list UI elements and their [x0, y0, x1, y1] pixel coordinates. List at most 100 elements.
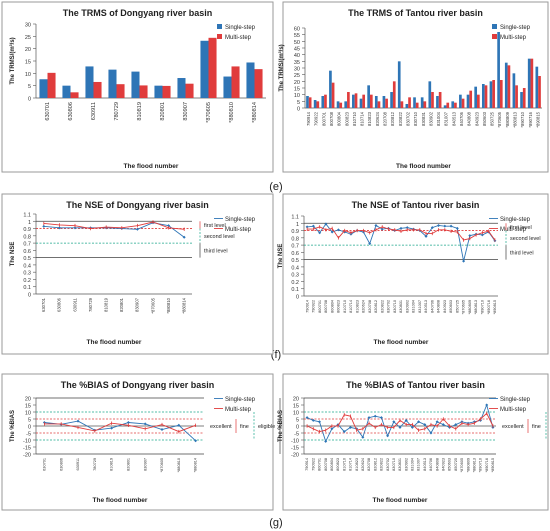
nse_tantou-x-tick-label: 831007	[418, 300, 422, 313]
chart-bias_dongyang: The %BIAS of Dongyang river basin-20-15-…	[1, 373, 281, 511]
trms_dongyang-x-tick-label: 810819	[137, 102, 143, 121]
bias_dongyang-point-single	[194, 439, 198, 443]
chart-trms_dongyang: The TRMS of Dongyang river basin 0 5 10 15 20…	[1, 1, 274, 173]
bias_tantou-annotation: excellent	[502, 424, 524, 430]
trms_tantou-x-tick-label: 840706	[459, 111, 464, 126]
trms_tantou-bar-singlestep	[359, 98, 363, 108]
nse_tantou-x-tick-label: 840513	[424, 300, 428, 313]
nse_tantou-x-tick-label: 850725	[455, 300, 459, 313]
nse_tantou-x-tick-label: *890815	[493, 300, 497, 314]
nse_tantou-x-tick-label: 830702	[387, 300, 391, 313]
nse_tantou-x-tick-label: 830831	[399, 300, 403, 313]
trms_dongyang-x-tick-label: 820801	[160, 102, 166, 121]
nse_tantou-x-tick-label: 840808	[437, 300, 441, 313]
nse_tantou-x-axis-label: The flood number	[374, 339, 429, 346]
nse_tantou-point-single	[374, 223, 378, 227]
bias_tantou-x-tick-label: 831004	[411, 457, 415, 471]
trms_dongyang-ytick-label: 15	[25, 60, 31, 66]
nse_tantou-x-tick-label: 820624	[362, 299, 366, 313]
nse_tantou-x-tick-label: 810710	[343, 300, 347, 313]
trms_tantou-y-axis-label: The TRMS/(m³/s)	[278, 44, 285, 91]
trms_tantou-bar-multistep	[507, 65, 511, 108]
trms_tantou-bar-multistep	[362, 94, 366, 108]
trms_tantou-bar-singlestep	[428, 81, 432, 108]
nse_dongyang-legend-label: Single-step	[225, 217, 256, 223]
trms_tantou-bar-singlestep	[329, 70, 332, 108]
trms_tantou-bar-singlestep	[489, 81, 493, 108]
nse_tantou-x-tick-label: *890710	[481, 300, 485, 314]
trms_tantou-legend-label: Single-step	[500, 25, 531, 31]
nse_tantou-x-tick-label: 800804	[330, 299, 334, 313]
trms_tantou-bar-multistep	[431, 92, 434, 108]
bias_dongyang-x-tick-label: 810819	[110, 458, 114, 471]
trms_tantou-bar-singlestep	[520, 92, 523, 108]
trms_tantou-bar-singlestep	[481, 84, 485, 108]
bias_tantou-x-tick-label: 850725	[454, 458, 458, 471]
nse_tantou-point-single	[462, 259, 466, 263]
nse_dongyang-ytick-label: 0.1	[23, 285, 31, 291]
trms_dongyang-x-tick-label: *880814	[252, 102, 258, 123]
trms_tantou-bar-singlestep	[535, 66, 539, 108]
nse_dongyang-ytick-label: 0.7	[23, 242, 31, 248]
bias_tantou-point-single	[348, 425, 352, 429]
trms_tantou-x-tick-label: *890710	[520, 111, 525, 127]
bias_tantou-ytick-label: 0	[296, 425, 299, 431]
trms_tantou-ytick-label: 25	[294, 73, 300, 79]
trms_tantou-x-tick-label: 850725	[490, 111, 495, 126]
nse_tantou-x-tick-label: 820822	[380, 300, 384, 313]
trms_dongyang-x-tick-label: 630806	[68, 102, 74, 121]
bias_tantou-x-tick-label: 790914	[305, 457, 309, 471]
bias_tantou-legend-label: Single-step	[500, 397, 531, 403]
nse_tantou-ytick-label: 0	[296, 295, 299, 301]
bias_tantou-x-tick-label: 820822	[380, 458, 384, 471]
trms_tantou-bar-multistep	[530, 58, 534, 108]
bias_dongyang-point-single	[177, 423, 181, 427]
bias_dongyang-ytick-label: 0	[28, 425, 31, 431]
trms_tantou-x-tick-label: 840923	[474, 111, 479, 126]
nse_tantou-point-single	[318, 231, 322, 235]
nse_tantou-point-single	[430, 226, 434, 230]
trms_dongyang-ytick-label: 25	[25, 35, 31, 41]
nse_tantou-x-tick-label: *870605	[462, 300, 466, 314]
nse_tantou-point-single	[405, 226, 409, 230]
trms_tantou-ytick-label: 60	[294, 27, 300, 33]
trms_tantou-bar-singlestep	[413, 97, 416, 108]
nse_tantou-ytick-label: 0.8	[291, 236, 299, 242]
nse_tantou-x-tick-label: 830902	[405, 300, 409, 313]
bias_tantou-title: The %BIAS of Tantou river basin	[346, 380, 485, 390]
trms_dongyang-bar-singlestep	[200, 40, 209, 98]
bias_tantou-point-single	[404, 418, 408, 422]
bias_dongyang-y-axis-label: The %BIAS	[10, 410, 16, 442]
trms_tantou-bar-multistep	[369, 94, 373, 108]
trms_tantou-bar-singlestep	[443, 105, 447, 108]
nse_tantou-x-tick-label: 840923	[443, 300, 447, 313]
trms_dongyang-bar-singlestep	[62, 85, 71, 98]
nse_tantou-panel-border	[282, 193, 549, 355]
nse_dongyang-y-axis-label: The NSE	[10, 242, 16, 267]
trms_tantou-legend-swatch	[492, 34, 497, 39]
trms_tantou-x-axis-label: The flood number	[396, 163, 451, 170]
bias_tantou-point-single	[342, 430, 346, 434]
trms_tantou-bar-singlestep	[459, 94, 462, 108]
trms_tantou-x-tick-label: 830710	[413, 111, 418, 126]
bias_tantou-legend-label: Multi-step	[500, 407, 527, 413]
trms_dongyang-x-axis-label: The flood number	[124, 163, 179, 170]
nse_dongyang-ytick-label: 1	[28, 220, 31, 226]
trms_tantou-x-tick-label: 840808	[467, 111, 472, 126]
bias_dongyang-line-singlestep	[44, 420, 196, 442]
bias_tantou-x-tick-label: 800701	[318, 458, 322, 471]
trms_tantou-bar-multistep	[423, 101, 427, 108]
trms_dongyang-title: The TRMS of Dongyang river basin	[63, 8, 213, 18]
panel-label-g: (g)	[269, 517, 282, 529]
nse_dongyang-x-tick-label: 830907	[135, 297, 140, 312]
nse_tantou-x-tick-label: *890716	[487, 300, 491, 314]
bias_tantou-x-tick-label: 800804	[330, 457, 334, 471]
trms_dongyang-x-tick-label: 830907	[183, 102, 189, 121]
bias_tantou-point-single	[311, 418, 315, 422]
trms_tantou-bar-multistep	[515, 85, 518, 108]
trms_dongyang-bar-singlestep	[108, 69, 117, 98]
trms_tantou-bar-multistep	[461, 98, 465, 108]
bias_tantou-point-single	[454, 423, 458, 427]
trms_tantou-bar-multistep	[492, 80, 495, 108]
bias_tantou-point-single	[386, 434, 390, 438]
